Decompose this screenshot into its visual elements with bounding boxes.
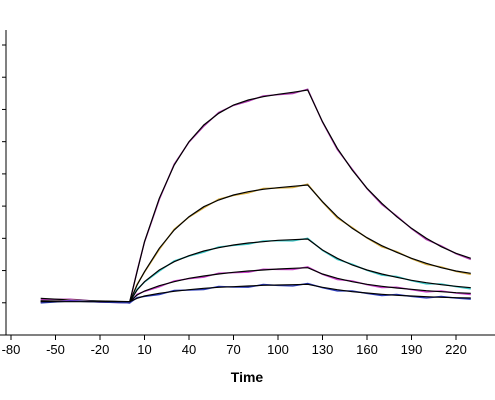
series-measured-4 (40, 266, 471, 304)
x-axis: -80 -50 -20 10 40 70 100 130 160 190 220 (0, 334, 495, 357)
x-tick-label: -20 (91, 342, 110, 357)
series-fit-5 (40, 283, 471, 303)
series-fit-1 (40, 89, 471, 303)
series-measured-5 (40, 282, 471, 304)
x-tick-label: 40 (182, 342, 196, 357)
x-tick-label: 160 (356, 342, 378, 357)
series-layer (40, 88, 472, 304)
series-fit-2 (40, 184, 471, 303)
x-tick-label: 70 (226, 342, 240, 357)
x-axis-title: Time (231, 369, 264, 385)
x-tick-label: -50 (46, 342, 65, 357)
x-tick-label: 220 (445, 342, 467, 357)
x-tick-label: 100 (267, 342, 289, 357)
series-fit-3 (40, 238, 471, 303)
y-axis (2, 30, 7, 336)
series-fit-4 (40, 267, 471, 303)
x-tick-label: 130 (312, 342, 334, 357)
x-tick-label: -80 (2, 342, 21, 357)
x-tick-label: 10 (137, 342, 151, 357)
x-tick-label: 190 (401, 342, 423, 357)
